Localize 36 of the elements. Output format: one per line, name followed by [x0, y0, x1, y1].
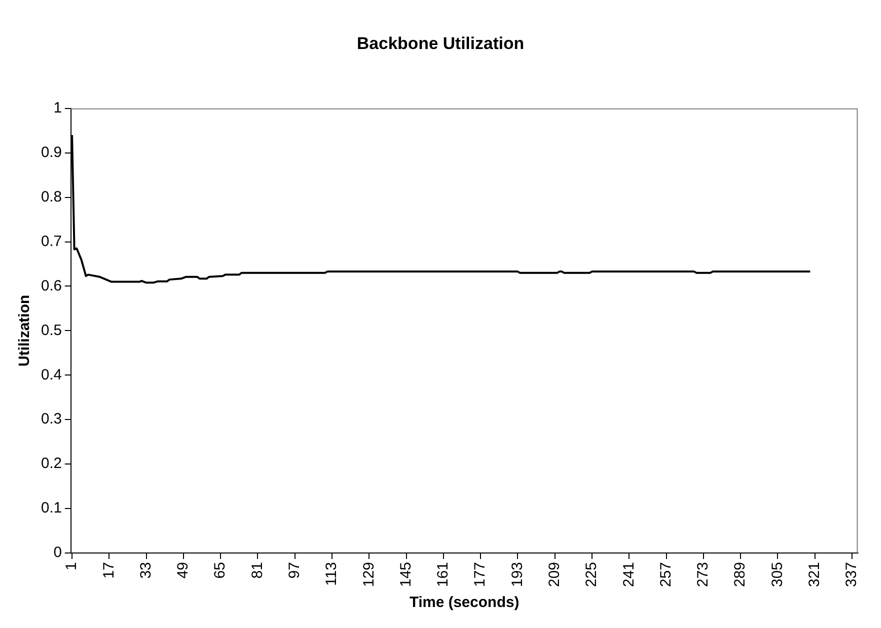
y-tick-label: 0.3 [40, 410, 62, 428]
x-tick-label: 241 [620, 562, 638, 588]
x-tick-label: 49 [174, 562, 192, 579]
y-tick-label: 1 [54, 100, 62, 117]
x-tick-label: 1 [63, 562, 80, 570]
x-tick-label: 65 [212, 562, 229, 579]
x-axis-title: Time (seconds) [409, 594, 520, 612]
chart-title: Backbone Utilization [356, 34, 524, 53]
x-tick-label: 145 [397, 562, 414, 588]
y-tick-label: 0.2 [40, 455, 62, 472]
y-tick-label: 0.5 [40, 322, 62, 339]
x-tick-label: 17 [100, 562, 118, 579]
y-tick-label: 0.1 [40, 500, 62, 517]
x-tick-label: 97 [286, 562, 303, 579]
x-tick-label: 209 [546, 562, 563, 588]
y-tick-label: 0 [54, 544, 62, 562]
x-tick-label: 193 [508, 562, 526, 588]
x-tick-label: 129 [360, 562, 378, 588]
x-tick-label: 321 [806, 562, 823, 588]
x-tick-label: 337 [843, 562, 860, 588]
x-tick-label: 113 [323, 562, 340, 586]
x-tick-label: 81 [248, 562, 266, 579]
y-tick-label: 0.4 [40, 366, 62, 384]
x-tick-label: 305 [768, 562, 786, 588]
x-tick-label: 161 [434, 562, 452, 588]
y-axis-title: Utilization [16, 294, 34, 367]
x-tick-label: 257 [657, 562, 674, 588]
x-tick-label: 225 [583, 562, 600, 588]
x-tick-label: 289 [732, 562, 749, 588]
x-tick-label: 177 [472, 562, 489, 588]
x-tick-label: 273 [694, 562, 712, 588]
y-tick-label: 0.7 [40, 232, 62, 250]
y-tick-label: 0.6 [40, 277, 62, 294]
x-tick-label: 33 [137, 562, 154, 579]
y-tick-label: 0.8 [40, 188, 62, 206]
y-tick-label: 0.9 [40, 144, 62, 161]
